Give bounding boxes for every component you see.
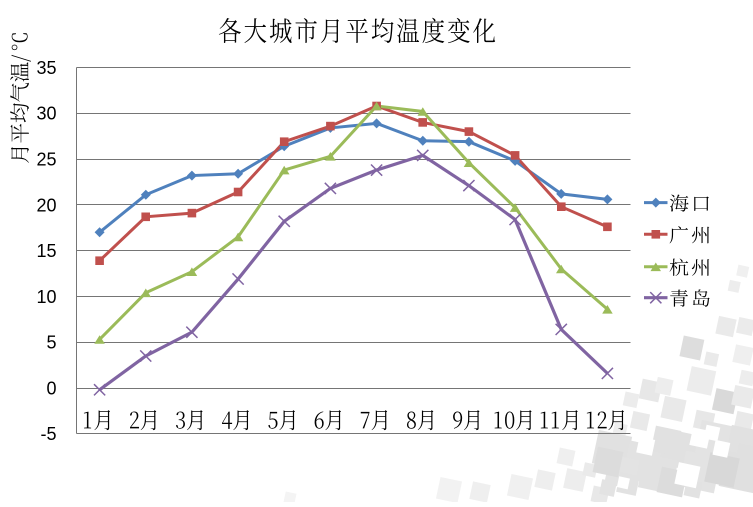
svg-text:15: 15 <box>36 241 56 261</box>
svg-text:5: 5 <box>46 333 56 353</box>
svg-text:30: 30 <box>36 104 56 124</box>
svg-text:20: 20 <box>36 195 56 215</box>
svg-text:35: 35 <box>36 58 56 78</box>
svg-text:0: 0 <box>46 378 56 398</box>
svg-text:25: 25 <box>36 150 56 170</box>
svg-text:-5: -5 <box>40 424 56 444</box>
svg-text:10: 10 <box>36 287 56 307</box>
